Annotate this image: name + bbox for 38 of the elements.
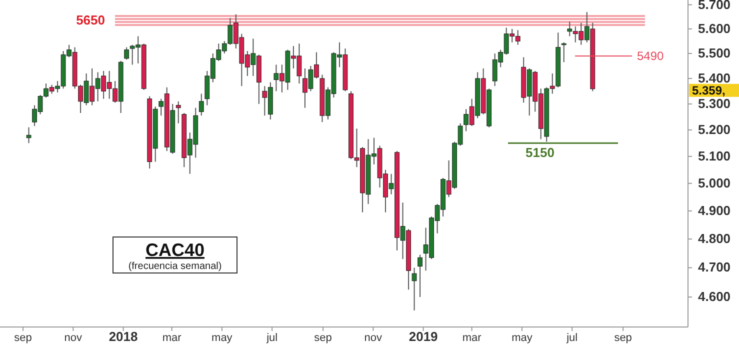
ref-line-label: 5150 bbox=[526, 145, 554, 160]
y-tick-label: 5.000 bbox=[698, 175, 731, 190]
y-tick-label: 5.700 bbox=[698, 0, 731, 12]
candlestick bbox=[176, 100, 181, 124]
y-tick-label: 4.800 bbox=[698, 231, 731, 246]
x-tick-label: sep bbox=[14, 332, 32, 344]
x-tick-label: may bbox=[512, 332, 533, 344]
text: (frecuencia semanal) bbox=[128, 261, 222, 272]
y-tick-label: 4.900 bbox=[698, 202, 731, 218]
y-tick-label: 5.600 bbox=[698, 20, 731, 36]
x-tick-label: 2019 bbox=[408, 329, 438, 344]
x-tick-label: mar bbox=[162, 332, 182, 344]
ref-line-label: 5490 bbox=[637, 48, 664, 63]
x-tick-label: jul bbox=[566, 332, 578, 344]
candlestick bbox=[26, 126, 32, 144]
candlestick bbox=[124, 46, 130, 60]
candlestick bbox=[412, 267, 417, 311]
x-tick-label: may bbox=[212, 332, 233, 344]
y-tick-label: 5.300 bbox=[698, 96, 731, 111]
x-tick-label: nov bbox=[64, 332, 83, 344]
y-tick-label: 5.500 bbox=[698, 45, 731, 60]
y-tick-label: 5.400 bbox=[698, 70, 731, 86]
x-tick-label: 2018 bbox=[108, 329, 138, 344]
x-tick-label: sep bbox=[314, 332, 332, 344]
text: CAC40 bbox=[145, 240, 205, 260]
y-tick-label: 4.600 bbox=[698, 289, 731, 304]
candlestick bbox=[561, 42, 566, 63]
x-tick-label: jul bbox=[266, 332, 278, 344]
x-tick-label: sep bbox=[614, 332, 632, 344]
text: 5.359, bbox=[692, 83, 726, 98]
y-tick-label: 5.100 bbox=[698, 148, 731, 164]
y-tick-label: 4.700 bbox=[698, 260, 731, 275]
candlestick bbox=[418, 254, 422, 298]
candlestick bbox=[198, 93, 204, 116]
y-tick-label: 5.200 bbox=[698, 122, 731, 137]
x-tick-label: nov bbox=[364, 332, 383, 344]
band-label: 5650 bbox=[76, 12, 105, 28]
x-tick-label: mar bbox=[462, 332, 482, 344]
